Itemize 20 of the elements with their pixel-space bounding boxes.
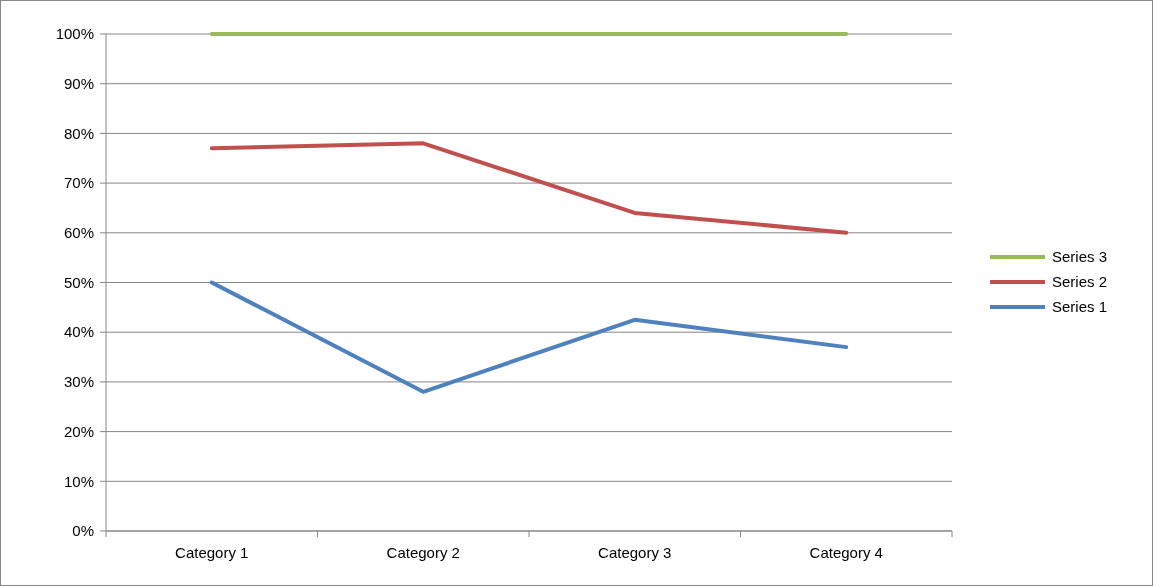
legend-label: Series 2	[1052, 273, 1108, 291]
x-tick-label: Category 2	[386, 544, 460, 561]
y-tick-label: 40%	[63, 323, 94, 341]
y-tick-label: 10%	[63, 472, 94, 490]
x-tick-label: Category 4	[809, 544, 883, 561]
y-tick-label: 60%	[63, 224, 94, 242]
legend-label: Series 1	[1052, 298, 1108, 316]
y-tick-label: 80%	[63, 124, 94, 142]
line-series	[209, 141, 849, 235]
y-tick-label: 50%	[63, 273, 94, 291]
x-tick-label: Category 3	[598, 544, 672, 561]
line-series	[209, 280, 849, 394]
y-tick-label: 90%	[63, 74, 94, 92]
y-tick-label: 70%	[63, 174, 94, 192]
y-tick-label: 0%	[72, 522, 94, 540]
y-tick-label: 100%	[55, 25, 94, 43]
x-tick-label: Category 1	[175, 544, 249, 561]
legend-label: Series 3	[1052, 248, 1108, 266]
y-tick-label: 20%	[63, 422, 94, 440]
y-tick-label: 30%	[63, 373, 94, 391]
